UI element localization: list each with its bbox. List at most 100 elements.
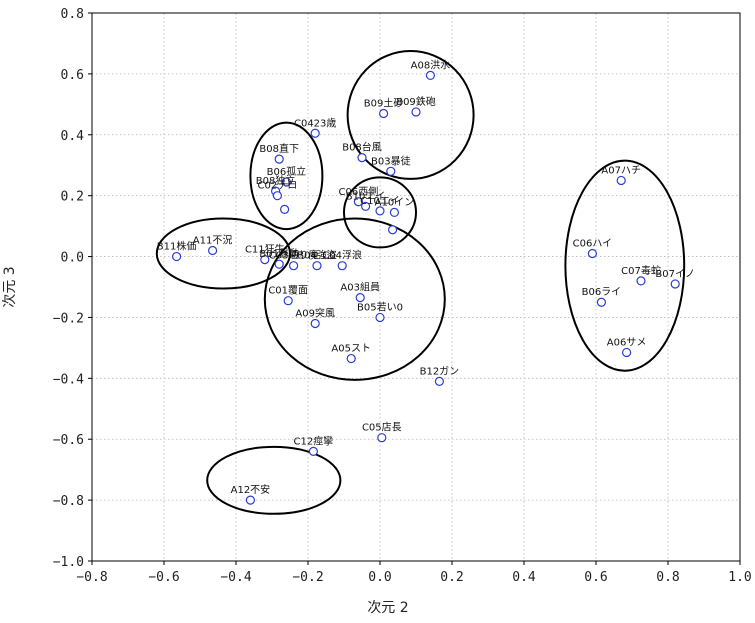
data-point [172,251,182,262]
data-point [310,128,320,138]
y-tick-label: 0.8 [61,7,84,22]
axis-ticks: −0.8 −0.6 −0.4 −0.2 0.0 0.2 0.4 0.6 0.8 1.0−1.0−0… [53,7,752,585]
point-label: B09土砂 [364,96,404,109]
y-tick-label: −0.4 [53,372,84,387]
data-point [636,276,646,286]
y-tick-label: 0.2 [61,190,84,205]
point-label: A07ハチ [601,164,641,176]
point-label: B06ライ [582,286,622,298]
data-point [245,495,255,505]
data-point [274,154,284,164]
cluster-ellipse [564,159,686,372]
data-point [388,225,398,235]
plot-frame [91,12,741,562]
x-tick-label: 1.0 [728,570,751,585]
data-point [280,204,290,214]
data-point [434,376,444,386]
y-tick-label: 0.6 [61,68,84,83]
point-label: B09鉄砲 [396,95,436,108]
point-label: B04強盗 [297,249,337,262]
data-point [208,245,218,256]
point-label: A08洪水 [411,59,451,71]
point-label: C03通り魔 [269,249,319,262]
cluster-ellipse [343,176,417,249]
point-label: C10エイ [360,196,400,207]
data-point [308,446,318,456]
data-point [361,201,371,211]
gridlines [92,13,740,561]
point-label: C11狂牛 [245,243,285,256]
data-point [621,347,632,358]
x-tick-label: −0.4 [220,570,251,585]
point-label: A03組員 [340,281,380,294]
point-label: B08独立 [256,174,296,187]
point-label: B01暴動 [259,247,299,260]
point-label: C07毒蛇 [621,264,661,277]
point-label: C04浮浪 [322,249,362,262]
y-tick-label: −1.0 [53,555,84,570]
data-point [281,177,291,187]
data-point [337,261,347,271]
data-point [616,175,626,186]
x-tick-label: −0.8 [76,570,107,585]
data-point [389,207,399,218]
point-label: A12不安 [231,483,271,496]
cluster-ellipses [155,50,686,515]
data-point [310,318,320,329]
data-point [260,255,270,265]
point-label: B05若い0 [357,300,403,313]
data-point [357,153,367,163]
point-label: A06サメ [607,336,647,348]
cluster-ellipse [206,445,342,515]
data-point [587,248,598,259]
x-tick-label: −0.6 [148,570,179,585]
point-label: B08直下 [259,142,299,155]
data-point [425,70,435,81]
y-axis-label: 次元 3 [2,266,18,307]
point-label: B07イノ [655,269,695,280]
point-label: C02テロ [258,181,298,192]
x-tick-label: 0.0 [368,570,391,585]
data-point [355,293,365,303]
data-point [274,259,284,269]
data-point [353,197,363,207]
data-point [375,206,385,216]
point-label: B11株価 [157,240,197,253]
point-label: A05スト [331,344,371,355]
data-point [272,191,282,201]
x-tick-label: 0.2 [440,570,463,585]
point-label: B08台風 [342,141,382,154]
point-label: B12ガン [420,365,460,377]
point-label: B03暴徒 [371,154,411,167]
point-label: B10エイ [346,191,386,202]
data-point [312,261,322,271]
x-tick-label: 0.4 [512,570,536,585]
y-tick-label: 0.4 [61,129,85,144]
point-label: C05店長 [362,421,402,434]
x-tick-label: −0.2 [292,570,323,585]
y-tick-label: 0.0 [61,251,84,266]
data-point [375,312,385,323]
data-point [346,353,356,364]
cluster-ellipse [249,121,324,231]
cluster-ellipse [155,217,291,290]
point-label: C06西側 [339,185,379,198]
data-point [377,433,387,443]
data-point [386,166,396,176]
x-tick-label: 0.8 [656,570,679,585]
y-tick-label: −0.6 [53,433,84,448]
cluster-ellipse [263,217,446,381]
y-tick-label: −0.8 [53,494,84,509]
data-point [379,108,389,119]
point-label: A09突風 [295,307,335,320]
point-label: C01覆面 [268,285,308,297]
data-point [283,296,293,306]
data-point [411,107,421,117]
point-label: A11不況 [193,234,233,246]
cluster-ellipse [346,50,475,180]
data-point [670,279,680,289]
point-label: C12痙攣 [294,434,334,447]
point-label: A10イン [375,197,415,208]
point-label: C0423歳 [294,117,336,129]
